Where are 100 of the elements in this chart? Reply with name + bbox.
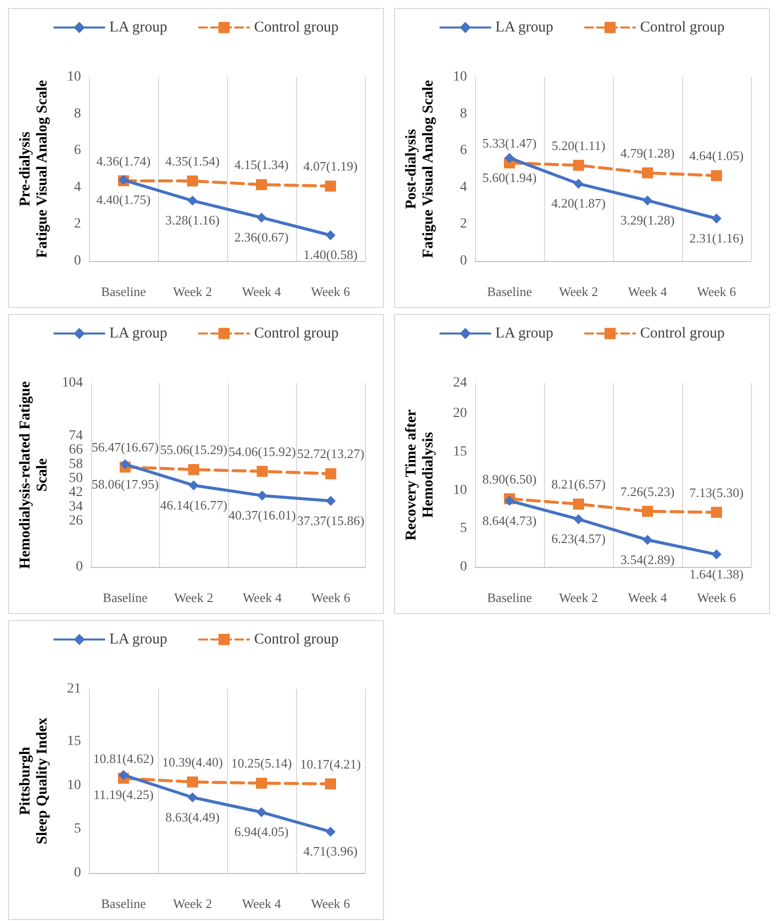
data-label: 10.81(4.62) — [93, 750, 154, 766]
point — [256, 179, 267, 190]
x-tick-label: Week 4 — [628, 590, 668, 605]
y-tick-label: 6 — [460, 143, 467, 158]
point — [326, 496, 336, 506]
y-tick-label: 5 — [74, 822, 81, 837]
point — [504, 496, 514, 506]
data-label: 3.54(2.89) — [620, 552, 675, 567]
data-label: 5.33(1.47) — [482, 135, 537, 150]
data-label: 1.40(0.58) — [303, 247, 358, 262]
y-axis-title: Hemodialysis-related Fatigue Scale — [18, 380, 50, 569]
data-label: 10.25(5.14) — [231, 756, 292, 771]
data-label: 4.15(1.34) — [234, 157, 289, 172]
legend-label: Control group — [640, 20, 725, 36]
data-label: 8.64(4.73) — [482, 512, 537, 528]
x-tick-label: Week 6 — [310, 896, 351, 911]
x-tick-label: Week 2 — [558, 590, 598, 605]
data-label: 58.06(17.95) — [92, 476, 159, 492]
x-tick-label: Week 6 — [310, 284, 351, 299]
y-tick-label: 104 — [62, 376, 83, 390]
data-label: 37.37(15.86) — [297, 512, 364, 528]
y-tick-label: 15 — [453, 444, 467, 460]
data-label: 56.47(16.67) — [92, 440, 159, 455]
y-tick-label: 0 — [76, 560, 83, 574]
point — [326, 230, 336, 240]
x-tick-label: Week 4 — [242, 284, 282, 299]
x-tick-label: Week 4 — [242, 590, 282, 605]
legend-label: LA group — [109, 326, 168, 342]
data-label: 8.63(4.49) — [165, 809, 220, 824]
y-axis-title: Recovery Time after Hemodialysis — [404, 409, 436, 541]
point — [326, 826, 336, 837]
point — [188, 480, 199, 490]
x-tick-label: Week 6 — [696, 284, 737, 299]
point — [325, 180, 336, 192]
y-tick-label: 21 — [67, 682, 81, 696]
point — [256, 807, 266, 818]
point — [325, 778, 336, 790]
y-tick-label: 0 — [74, 866, 81, 880]
data-label: 3.28(1.16) — [165, 212, 220, 228]
data-label: 46.14(16.77) — [160, 497, 228, 512]
data-label: 4.20(1.87) — [551, 196, 606, 211]
data-label: 8.21(6.57) — [551, 476, 606, 492]
data-label: 7.13(5.30) — [689, 484, 744, 500]
data-label: 4.71(3.96) — [303, 844, 358, 859]
x-tick-label: Week 4 — [242, 896, 282, 911]
legend-label: LA group — [495, 20, 554, 36]
x-tick-label: Baseline — [102, 590, 148, 605]
y-tick-label: 4 — [460, 180, 467, 195]
y-tick-label: 24 — [453, 376, 467, 390]
data-label: 1.64(1.38) — [689, 566, 744, 582]
data-label: 2.31(1.16) — [689, 230, 744, 246]
x-tick-label: Baseline — [487, 590, 532, 605]
point — [642, 506, 653, 517]
data-label: 10.39(4.40) — [162, 754, 223, 770]
point — [120, 459, 130, 470]
y-axis-title: Pittsburgh Sleep Quality Index — [18, 717, 50, 844]
data-label: 8.90(6.50) — [482, 471, 537, 486]
point — [642, 167, 653, 178]
x-tick-label: Week 2 — [172, 896, 212, 911]
point — [257, 490, 268, 501]
y-tick-label: 10 — [67, 778, 81, 793]
y-tick-label: 34 — [68, 499, 83, 514]
data-label: 10.17(4.21) — [300, 756, 361, 772]
y-tick-label: 15 — [67, 734, 81, 750]
point — [188, 196, 198, 206]
x-tick-label: Week 6 — [311, 590, 351, 605]
point — [118, 770, 128, 780]
data-label: 4.36(1.74) — [96, 153, 151, 168]
y-tick-label: 2 — [74, 216, 81, 232]
point — [188, 464, 200, 476]
y-tick-label: 0 — [460, 254, 467, 268]
point — [642, 534, 652, 545]
data-label: 54.06(15.92) — [228, 444, 296, 459]
point — [574, 514, 584, 524]
point — [504, 152, 514, 163]
data-label: 4.79(1.28) — [620, 145, 675, 160]
legend-label: Control group — [254, 326, 339, 342]
y-tick-label: 10 — [453, 70, 467, 84]
y-tick-label: 0 — [74, 254, 81, 268]
y-tick-label: 20 — [453, 406, 467, 422]
y-tick-label: 42 — [68, 485, 83, 500]
data-label: 7.26(5.23) — [620, 484, 675, 499]
point — [712, 549, 722, 560]
x-tick-label: Baseline — [487, 284, 532, 299]
data-label: 6.94(4.05) — [234, 824, 289, 840]
point — [325, 468, 336, 480]
point — [712, 213, 722, 224]
y-tick-label: 26 — [68, 514, 83, 528]
data-label: 4.07(1.19) — [303, 158, 358, 174]
legend-label: LA group — [109, 20, 168, 36]
legend-label: LA group — [495, 326, 554, 342]
point — [187, 175, 198, 186]
data-label: 52.72(13.27) — [297, 446, 364, 462]
y-tick-label: 66 — [68, 442, 83, 458]
x-tick-label: Week 2 — [172, 284, 212, 299]
point — [574, 178, 584, 189]
x-tick-label: Week 2 — [174, 590, 214, 605]
data-label: 4.35(1.54) — [165, 153, 220, 168]
x-tick-label: Week 4 — [628, 284, 668, 299]
legend-label: LA group — [109, 632, 168, 648]
